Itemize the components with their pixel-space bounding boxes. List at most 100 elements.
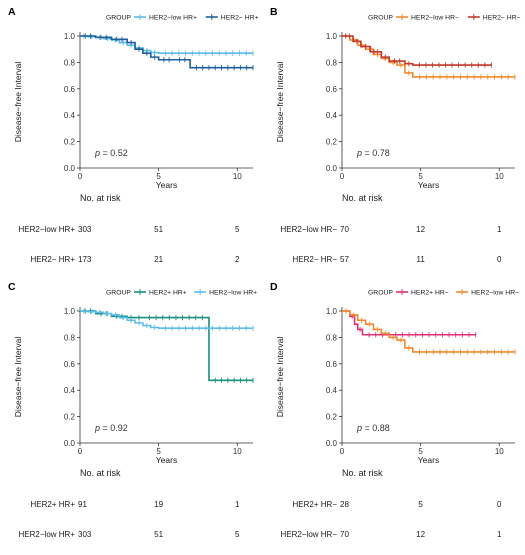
legend-label-1: HER2+ HR− [411, 290, 449, 297]
y-tick-label: 0.8 [326, 58, 338, 67]
censor-marks-1 [84, 308, 254, 383]
series-line-2 [80, 35, 253, 69]
legend-title: GROUP [368, 290, 393, 297]
risk-value: 1 [235, 500, 240, 509]
y-tick-label: 0.2 [64, 413, 76, 422]
risk-value: 1 [497, 530, 502, 539]
risk-row-label: HER2− HR+ [31, 255, 76, 264]
risk-value: 12 [416, 225, 425, 234]
risk-table-title: No. at risk [80, 193, 121, 203]
x-tick-label: 5 [418, 172, 423, 181]
x-tick-label: 10 [233, 447, 242, 456]
y-tick-label: 0.8 [326, 333, 338, 342]
series-line-1 [342, 310, 476, 336]
y-tick-label: 1.0 [326, 32, 338, 41]
legend-label-2: HER2− HR− [483, 15, 521, 22]
legend-swatch-2 [205, 14, 218, 20]
p-value: p = 0.92 [94, 423, 128, 433]
risk-table-title: No. at risk [342, 468, 383, 478]
series-line-2 [342, 35, 492, 66]
risk-value: 91 [78, 500, 87, 509]
risk-value: 51 [154, 225, 163, 234]
risk-value: 70 [340, 530, 349, 539]
y-tick-label: 1.0 [326, 307, 338, 316]
censor-marks-2 [345, 308, 516, 355]
y-tick-label: 0.0 [64, 439, 76, 448]
panel-d: D GROUP HER2+ HR− HER2−low HR− 0.0 0.2 0.4 0.6 0… [262, 275, 524, 555]
risk-row-label: HER2−low HR+ [19, 530, 76, 539]
x-axis-title: Years [418, 455, 439, 465]
risk-value: 303 [78, 225, 92, 234]
y-tick-label: 0.6 [326, 85, 338, 94]
p-value: p = 0.88 [356, 423, 390, 433]
risk-row-label: HER2+ HR− [293, 500, 338, 509]
legend-swatch-2 [467, 14, 480, 20]
y-tick-label: 0.8 [64, 58, 76, 67]
panel-letter: B [270, 6, 278, 18]
y-axis-title: Disease−free Interval [275, 337, 285, 418]
legend-title: GROUP [368, 15, 393, 22]
p-value: p = 0.52 [94, 148, 128, 158]
series-line-1 [80, 310, 253, 382]
legend-label-1: HER2+ HR+ [149, 290, 187, 297]
y-tick-label: 0.2 [326, 138, 338, 147]
risk-row-label: HER2− HR− [293, 255, 338, 264]
x-axis-title: Years [156, 180, 177, 190]
x-tick-label: 10 [233, 172, 242, 181]
legend-swatch-1 [396, 289, 408, 295]
risk-value: 2 [235, 255, 240, 264]
risk-value: 1 [497, 225, 502, 234]
y-tick-label: 0.6 [326, 360, 338, 369]
risk-row-label: HER2−low HR− [281, 530, 338, 539]
legend-title: GROUP [106, 15, 131, 22]
p-value: p = 0.78 [356, 148, 390, 158]
y-tick-label: 0.8 [64, 333, 76, 342]
censor-marks-2 [84, 33, 254, 71]
risk-value: 11 [416, 255, 425, 264]
panel-letter: D [270, 281, 278, 293]
series-line-2 [342, 310, 515, 353]
series-line-2 [80, 310, 253, 329]
risk-value: 5 [235, 225, 240, 234]
risk-value: 5 [235, 530, 240, 539]
x-tick-label: 5 [156, 447, 161, 456]
x-tick-label: 5 [156, 172, 161, 181]
risk-table-title: No. at risk [80, 468, 121, 478]
risk-value: 28 [340, 500, 349, 509]
y-axis-title: Disease−free Interval [275, 62, 285, 143]
legend-label-2: HER2−low HR+ [209, 290, 257, 297]
legend-title: GROUP [106, 290, 131, 297]
censor-marks-2 [83, 308, 254, 331]
risk-value: 0 [497, 500, 502, 509]
risk-value: 173 [78, 255, 92, 264]
panel-b: B GROUP HER2−low HR− HER2− HR− 0.0 0.2 0.4 0.6 0… [262, 0, 524, 280]
y-tick-label: 0.0 [326, 164, 338, 173]
y-tick-label: 0.4 [64, 386, 76, 395]
risk-value: 21 [154, 255, 163, 264]
risk-table-title: No. at risk [342, 193, 383, 203]
x-axis-title: Years [156, 455, 177, 465]
risk-row-label: HER2+ HR+ [31, 500, 76, 509]
y-tick-label: 0.2 [64, 138, 76, 147]
legend-swatch-1 [134, 289, 146, 295]
censor-marks-1 [345, 33, 516, 80]
y-tick-label: 0.6 [64, 85, 76, 94]
risk-value: 303 [78, 530, 92, 539]
panel-letter: A [8, 6, 16, 18]
panel-a: A GROUP HER2−low HR+ HER2− HR+ 0.0 0.2 0.4 0.6 0… [0, 0, 262, 280]
y-tick-label: 0.0 [326, 439, 338, 448]
series-line-1 [342, 35, 515, 78]
censor-marks-2 [345, 33, 492, 68]
legend-label-1: HER2−low HR− [411, 15, 459, 22]
censor-marks-1 [83, 33, 254, 56]
risk-value: 5 [418, 500, 423, 509]
y-tick-label: 0.6 [64, 360, 76, 369]
legend-swatch-2 [194, 289, 207, 295]
y-tick-label: 0.0 [64, 164, 76, 173]
risk-value: 12 [416, 530, 425, 539]
risk-value: 19 [154, 500, 163, 509]
y-tick-label: 0.4 [64, 111, 76, 120]
x-tick-label: 10 [495, 172, 504, 181]
y-tick-label: 1.0 [64, 307, 76, 316]
legend-label-2: HER2−low HR− [471, 290, 519, 297]
